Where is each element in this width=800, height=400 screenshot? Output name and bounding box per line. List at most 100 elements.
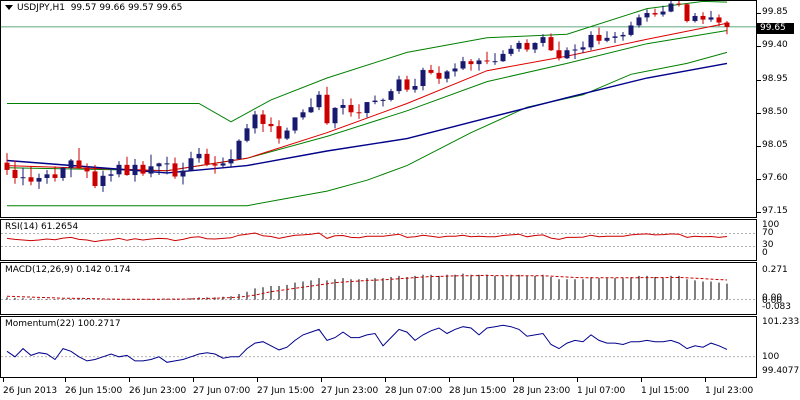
candle-body xyxy=(228,158,234,164)
macd-scale-label: 0.00 xyxy=(762,293,783,303)
candle-body xyxy=(676,3,682,5)
candle-body xyxy=(476,60,482,65)
candle-body xyxy=(484,60,490,62)
candle-body xyxy=(524,42,530,50)
time-axis-label: 28 Jun 15:00 xyxy=(449,386,507,396)
rsi-pane[interactable]: RSI(14) 61.2654 xyxy=(0,219,757,261)
candle-body xyxy=(244,128,250,141)
candle-body xyxy=(4,162,10,170)
candle-body xyxy=(44,174,50,178)
candle-body xyxy=(108,174,114,176)
bollinger-upper-line xyxy=(7,1,728,123)
candle-body xyxy=(36,177,42,182)
price-scale-label: 97.15 xyxy=(762,206,788,216)
rsi-scale: 100 70 30 0 xyxy=(757,219,800,261)
momentum-scale: 101.2338 100 99.4077 xyxy=(757,316,800,378)
candle-body xyxy=(260,114,266,124)
candle-body xyxy=(436,72,442,79)
rsi-label: RSI(14) 61.2654 xyxy=(5,222,79,232)
price-scale: 99.85 99.40 98.95 98.50 98.05 97.60 97.1… xyxy=(757,0,800,218)
candle-body xyxy=(292,117,298,131)
bollinger-mid-line xyxy=(6,30,728,172)
momentum-chart-svg xyxy=(1,324,756,363)
candle-body xyxy=(516,42,522,49)
time-axis-label: 28 Jun 07:00 xyxy=(385,386,443,396)
candle-body xyxy=(348,104,354,113)
dropdown-triangle-icon[interactable] xyxy=(5,5,13,10)
momentum-pane[interactable]: Momentum(22) 100.2717 xyxy=(0,316,757,378)
candle-body xyxy=(468,61,474,65)
candle-body xyxy=(716,17,722,23)
candle-body xyxy=(668,3,674,12)
rsi-scale-label: 0 xyxy=(762,248,768,258)
candle-body xyxy=(140,164,146,174)
ohlc-label: 99.57 99.66 99.57 99.65 xyxy=(70,3,183,13)
candle-body xyxy=(540,37,546,43)
candle-body xyxy=(564,50,570,59)
candle-body xyxy=(212,164,218,166)
candle-body xyxy=(60,167,66,178)
candle-body xyxy=(308,107,314,113)
candle-body xyxy=(420,69,426,87)
candle-body xyxy=(604,37,610,41)
price-scale-label: 98.05 xyxy=(762,140,788,150)
candle-body xyxy=(380,99,386,101)
price-scale-label: 98.50 xyxy=(762,107,788,117)
macd-scale-label: -0.083 xyxy=(762,302,792,312)
time-axis-label: 1 Jul 23:00 xyxy=(705,386,754,396)
symbol-label: USDJPY,H1 xyxy=(17,3,65,13)
candle-body xyxy=(492,61,498,63)
time-axis: 26 Jun 2013 26 Jun 15:00 26 Jun 23:00 27… xyxy=(0,378,757,400)
candle-body xyxy=(236,140,242,159)
candle-body xyxy=(660,11,666,15)
candle-body xyxy=(444,71,450,79)
time-axis-label: 26 Jun 15:00 xyxy=(65,386,123,396)
price-scale-label: 97.60 xyxy=(762,173,788,183)
candle-body xyxy=(572,49,578,51)
time-axis-label: 28 Jun 23:00 xyxy=(513,386,571,396)
candle-body xyxy=(692,15,698,22)
price-scale-label: 98.95 xyxy=(762,74,788,84)
candle-body xyxy=(612,36,618,38)
candle-body xyxy=(340,104,346,108)
candle-body xyxy=(580,47,586,50)
price-scale-label: 99.40 xyxy=(762,40,788,50)
candle-body xyxy=(620,34,626,37)
candle-body xyxy=(652,13,658,15)
candle-body xyxy=(100,175,106,186)
candle-body xyxy=(132,164,138,176)
candle-body xyxy=(196,153,202,159)
candle-body xyxy=(724,22,730,27)
price-chart-pane[interactable]: USDJPY,H1 99.57 99.66 99.57 99.65 xyxy=(0,0,757,218)
candle-body xyxy=(276,126,282,139)
candle-body xyxy=(92,171,98,186)
macd-label: MACD(12,26,9) 0.142 0.174 xyxy=(5,265,131,275)
time-axis-label: 27 Jun 07:00 xyxy=(193,386,251,396)
rsi-scale-label: 70 xyxy=(762,228,774,238)
momentum-line xyxy=(6,324,728,363)
candle-body xyxy=(628,25,634,35)
candle-body xyxy=(332,107,338,124)
candle-body xyxy=(156,163,162,167)
time-axis-label: 26 Jun 2013 xyxy=(3,386,58,396)
time-axis-label: 1 Jul 15:00 xyxy=(641,386,690,396)
candle-body xyxy=(28,177,34,182)
candle-body xyxy=(412,86,418,90)
candle-body xyxy=(428,69,434,73)
rsi-scale-label: 30 xyxy=(762,240,774,250)
macd-pane[interactable]: MACD(12,26,9) 0.142 0.174 xyxy=(0,262,757,315)
candle-body xyxy=(68,160,74,168)
candle-body xyxy=(364,102,370,114)
macd-scale: 0.271 0.00 0.00 -0.083 xyxy=(757,262,800,315)
candle-body xyxy=(708,17,714,20)
candle-body xyxy=(20,177,26,179)
candle-body xyxy=(388,91,394,100)
candle-body xyxy=(508,48,514,54)
candle-body xyxy=(596,34,602,41)
candle-body xyxy=(588,34,594,48)
candle-body xyxy=(172,163,178,177)
macd-chart-svg xyxy=(1,273,756,301)
macd-scale-label: 0.271 xyxy=(762,265,788,275)
momentum-label: Momentum(22) 100.2717 xyxy=(5,319,121,329)
rsi-scale-label: 100 xyxy=(762,220,780,230)
